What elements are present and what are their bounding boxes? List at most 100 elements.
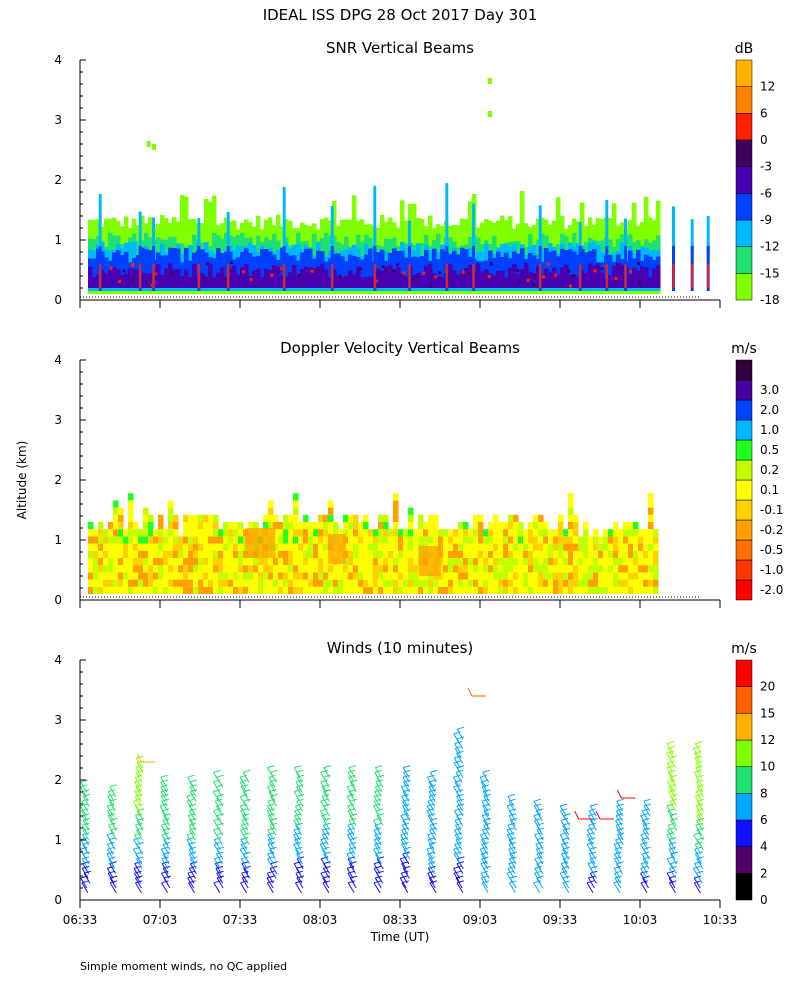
velocity-cell	[293, 550, 299, 558]
velocity-cell	[473, 579, 479, 587]
wind-barb	[696, 829, 704, 841]
wind-barb	[534, 870, 542, 874]
wind-barb	[508, 863, 516, 874]
snr-cell	[160, 275, 165, 288]
velocity-cell	[508, 579, 514, 587]
velocity-cell	[603, 550, 609, 558]
snr-cell	[580, 270, 585, 288]
snr-cell	[364, 254, 369, 288]
velocity-cell	[493, 558, 499, 566]
colorbar-swatch	[735, 86, 753, 114]
wind-barb	[467, 687, 473, 697]
snr-cell	[249, 277, 253, 281]
wind-barb	[320, 781, 328, 793]
velocity-cell	[253, 572, 259, 580]
snr-cell	[176, 248, 181, 288]
velocity-cell	[598, 579, 604, 587]
snr-cell	[270, 273, 274, 277]
velocity-cell	[143, 586, 149, 594]
wind-barb	[293, 861, 302, 865]
snr-cell	[216, 272, 221, 288]
velocity-cell	[628, 529, 634, 537]
wind-barb	[693, 882, 701, 894]
velocity-cell	[383, 579, 389, 587]
wind-barb	[694, 848, 701, 860]
velocity-cell	[613, 572, 619, 580]
velocity-cell	[388, 565, 394, 573]
snr-cell	[434, 275, 438, 279]
wind-barb	[695, 767, 703, 778]
velocity-cell	[403, 579, 409, 587]
velocity-cell	[408, 565, 414, 573]
velocity-cell	[298, 565, 304, 573]
snr-cell	[244, 264, 249, 288]
wind-barb	[640, 815, 648, 826]
velocity-cell	[458, 522, 464, 530]
velocity-cell	[533, 522, 539, 530]
snr-cell	[216, 248, 221, 288]
velocity-cell	[543, 586, 549, 594]
velocity-cell	[253, 522, 259, 530]
velocity-cell	[138, 579, 144, 587]
velocity-cell	[413, 550, 419, 558]
snr-cell	[648, 277, 653, 288]
velocity-cell	[468, 543, 474, 551]
velocity-cell	[528, 529, 534, 537]
wind-profile	[106, 784, 118, 894]
velocity-cell	[603, 558, 609, 566]
wind-barb	[693, 877, 701, 889]
velocity-cell	[383, 586, 389, 594]
velocity-cell	[368, 572, 374, 580]
velocity-cell	[118, 536, 124, 544]
wind-profile	[640, 798, 652, 894]
velocity-cell	[318, 522, 324, 530]
wind-barb	[560, 820, 568, 831]
velocity-cell	[588, 586, 594, 594]
wind-barb	[267, 815, 275, 826]
velocity-cell	[478, 565, 484, 573]
snr-cell	[640, 266, 645, 288]
velocity-cell	[328, 572, 334, 580]
snr-spike	[408, 220, 411, 252]
velocity-cell	[618, 572, 624, 580]
velocity-cell	[233, 543, 239, 551]
snr-cell	[140, 247, 145, 288]
velocity-cell	[528, 565, 534, 573]
velocity-cell	[268, 565, 274, 573]
velocity-cell	[213, 536, 219, 544]
wind-barb	[347, 803, 355, 807]
velocity-cell	[188, 565, 194, 573]
velocity-cell	[358, 550, 364, 558]
velocity-cell	[198, 558, 204, 566]
wind-profile	[533, 798, 545, 894]
wind-barb	[692, 868, 700, 879]
wind-barb	[322, 868, 330, 879]
wind-barb	[480, 853, 488, 865]
colorbar-label: 1.0	[760, 423, 779, 437]
velocity-cell	[628, 522, 634, 530]
velocity-cell	[318, 529, 324, 537]
wind-barb	[188, 848, 196, 860]
snr-cell	[300, 269, 305, 288]
velocity-cell	[273, 558, 279, 566]
snr-cell	[593, 269, 597, 273]
wind-barb	[268, 781, 276, 793]
wind-barb	[240, 882, 247, 894]
wind-barb	[695, 824, 703, 836]
velocity-cell	[568, 493, 574, 501]
wind-barb	[347, 872, 355, 884]
velocity-cell	[523, 565, 529, 573]
wind-barb	[483, 796, 491, 807]
colorbar-swatch	[735, 539, 753, 561]
velocity-cell	[103, 536, 109, 544]
velocity-cell	[533, 529, 539, 537]
snr-cell	[488, 111, 492, 117]
velocity-cell	[633, 522, 639, 530]
velocity-cell	[293, 529, 299, 537]
velocity-cell	[548, 550, 554, 558]
velocity-cell	[108, 579, 114, 587]
velocity-cell	[293, 522, 299, 530]
velocity-cell	[203, 550, 209, 558]
velocity-cell	[203, 565, 209, 573]
wind-barb	[403, 846, 411, 850]
